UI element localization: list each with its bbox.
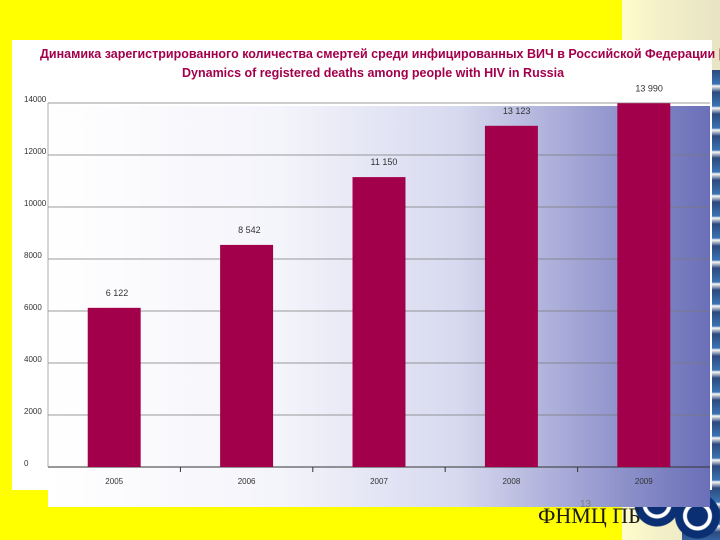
y-tick-label: 8000	[24, 251, 42, 260]
data-label: 13 990	[635, 83, 663, 93]
bar-2006	[220, 244, 274, 467]
data-label: 11 150	[371, 157, 398, 167]
chart-subtitle: Dynamics of registered deaths among peop…	[182, 66, 565, 80]
data-label: 6 122	[106, 288, 129, 298]
x-tick-label: 2006	[238, 477, 256, 486]
y-tick-label: 10000	[24, 199, 47, 208]
y-tick-label: 6000	[24, 303, 42, 312]
y-tick-label: 12000	[24, 147, 47, 156]
page-number: 13	[580, 499, 592, 510]
y-tick-label: 2000	[24, 407, 42, 416]
data-label: 8 542	[238, 225, 261, 235]
chart-title: Динамика зарегистрированного количества …	[40, 47, 720, 61]
footer-logo-text: ФНМЦ ПБ	[538, 503, 641, 528]
y-tick-label: 14000	[24, 95, 47, 104]
bar-2009	[617, 103, 671, 467]
y-tick-label: 0	[24, 459, 29, 468]
x-tick-label: 2005	[105, 477, 123, 486]
data-label: 13 123	[503, 106, 531, 116]
bar-2008	[484, 125, 538, 467]
bar-2005	[87, 307, 141, 467]
y-tick-label: 4000	[24, 355, 42, 364]
x-tick-label: 2009	[635, 477, 653, 486]
x-tick-label: 2007	[370, 477, 388, 486]
bar-2007	[352, 177, 406, 467]
x-tick-label: 2008	[503, 477, 521, 486]
